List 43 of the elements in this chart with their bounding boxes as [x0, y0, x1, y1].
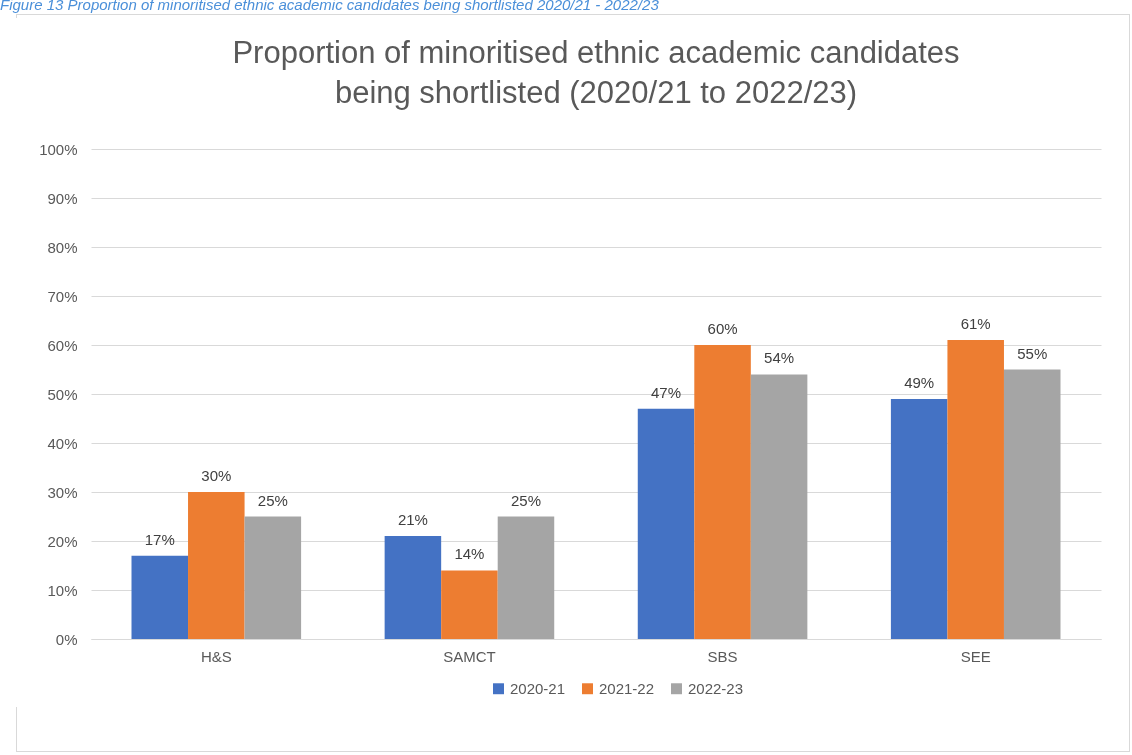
data-label: 47% [651, 383, 682, 401]
data-label: 14% [454, 545, 485, 563]
bar [694, 345, 751, 639]
data-label: 25% [257, 491, 288, 509]
bar [890, 398, 948, 639]
y-tick-label: 100% [39, 140, 78, 158]
y-tick-label: 40% [47, 434, 78, 452]
bar [188, 492, 245, 639]
bar [244, 516, 302, 639]
legend-label: 2020-21 [510, 679, 566, 697]
y-tick-label: 60% [47, 336, 78, 354]
data-label: 25% [510, 491, 541, 509]
x-tick-label: SAMCT [443, 647, 496, 665]
legend-label: 2021-22 [599, 679, 655, 697]
bar [384, 536, 442, 639]
x-tick-label: SEE [960, 647, 991, 665]
y-tick-label: 90% [47, 189, 78, 207]
data-label: 49% [904, 373, 935, 391]
x-tick-label: H&S [200, 647, 232, 665]
legend-label: 2022-23 [688, 679, 744, 697]
bar [750, 374, 808, 639]
x-tick-label: SBS [707, 647, 738, 665]
bar [497, 516, 555, 639]
bar [131, 555, 189, 639]
bar [637, 408, 695, 639]
bar [441, 570, 498, 639]
data-label: 21% [397, 511, 428, 529]
y-tick-label: 80% [47, 238, 78, 256]
bar [947, 340, 1004, 639]
data-label: 55% [1017, 344, 1048, 362]
y-tick-label: 70% [47, 287, 78, 305]
data-label: 17% [144, 530, 175, 548]
y-tick-label: 50% [47, 385, 78, 403]
y-tick-label: 10% [47, 581, 78, 599]
data-label: 60% [707, 320, 738, 337]
chart-title: Proportion of minoritised ethnic academic candidates being shortlisted (2020/21 to 2022/23) [232, 35, 960, 110]
bar [1003, 369, 1061, 639]
y-tick-label: 20% [47, 532, 78, 550]
data-label: 54% [764, 349, 795, 367]
data-label: 30% [201, 467, 232, 484]
y-tick-label: 0% [55, 630, 78, 648]
data-label: 61% [960, 315, 991, 333]
y-tick-label: 30% [47, 483, 78, 501]
